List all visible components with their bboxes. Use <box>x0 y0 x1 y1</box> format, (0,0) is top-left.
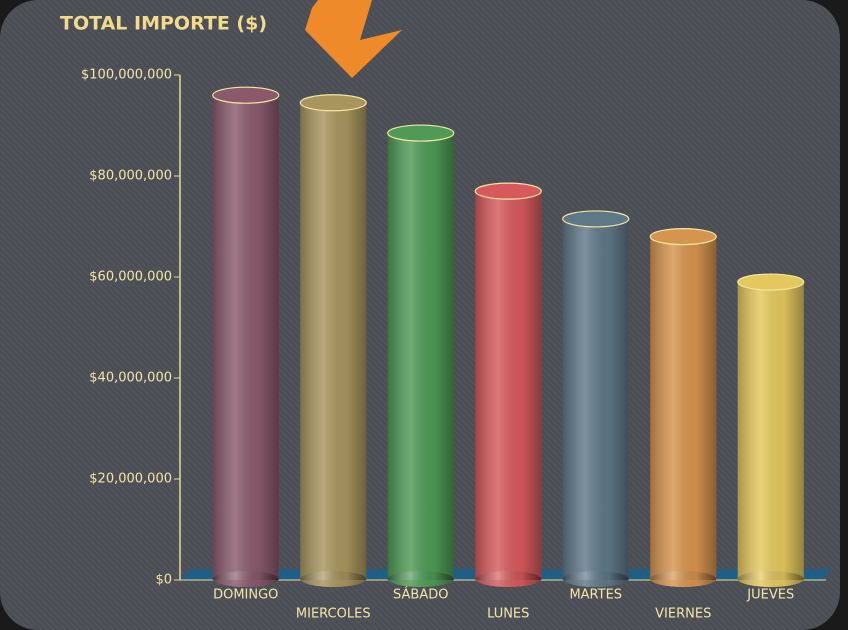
y-tick-label: $0 <box>155 573 172 588</box>
x-tick-label: MARTES <box>569 588 622 603</box>
bar-shade <box>737 282 804 580</box>
x-tick-label: LUNES <box>487 607 529 622</box>
bar-top <box>562 210 630 228</box>
y-tick-label: $60,000,000 <box>89 270 172 285</box>
bar-top <box>387 124 455 142</box>
bar-shade <box>475 191 542 580</box>
bar-shade <box>562 218 629 581</box>
bar-base-shade <box>475 571 542 587</box>
bar-base-shade <box>212 571 279 587</box>
bar-top <box>299 94 367 112</box>
x-tick-label: DOMINGO <box>213 588 278 603</box>
bar-top <box>212 86 280 104</box>
x-tick-label: VIERNES <box>655 607 711 622</box>
chart-title: TOTAL IMPORTE ($) <box>60 13 267 35</box>
arrow-decoration <box>305 0 402 78</box>
y-tick-label: $40,000,000 <box>89 371 172 386</box>
bar-shade <box>650 236 717 580</box>
bar-shade <box>387 133 454 580</box>
bar-top <box>737 273 805 291</box>
bar-top <box>474 182 542 200</box>
bar-base-shade <box>737 571 804 587</box>
bar-shade <box>212 95 279 580</box>
x-tick-label: MIERCOLES <box>296 607 371 622</box>
bar-base-shade <box>562 571 629 587</box>
x-tick-label: JUEVES <box>746 588 794 603</box>
bar-top <box>649 228 717 246</box>
bar-base-shade <box>387 571 454 587</box>
y-tick-label: $80,000,000 <box>89 169 172 184</box>
bar-shade <box>300 102 367 581</box>
y-tick-label: $100,000,000 <box>81 68 172 83</box>
y-tick-label: $20,000,000 <box>89 472 172 487</box>
bar-base-shade <box>300 571 367 587</box>
bar-base-shade <box>650 571 717 587</box>
x-tick-label: SÁBADO <box>393 587 448 603</box>
